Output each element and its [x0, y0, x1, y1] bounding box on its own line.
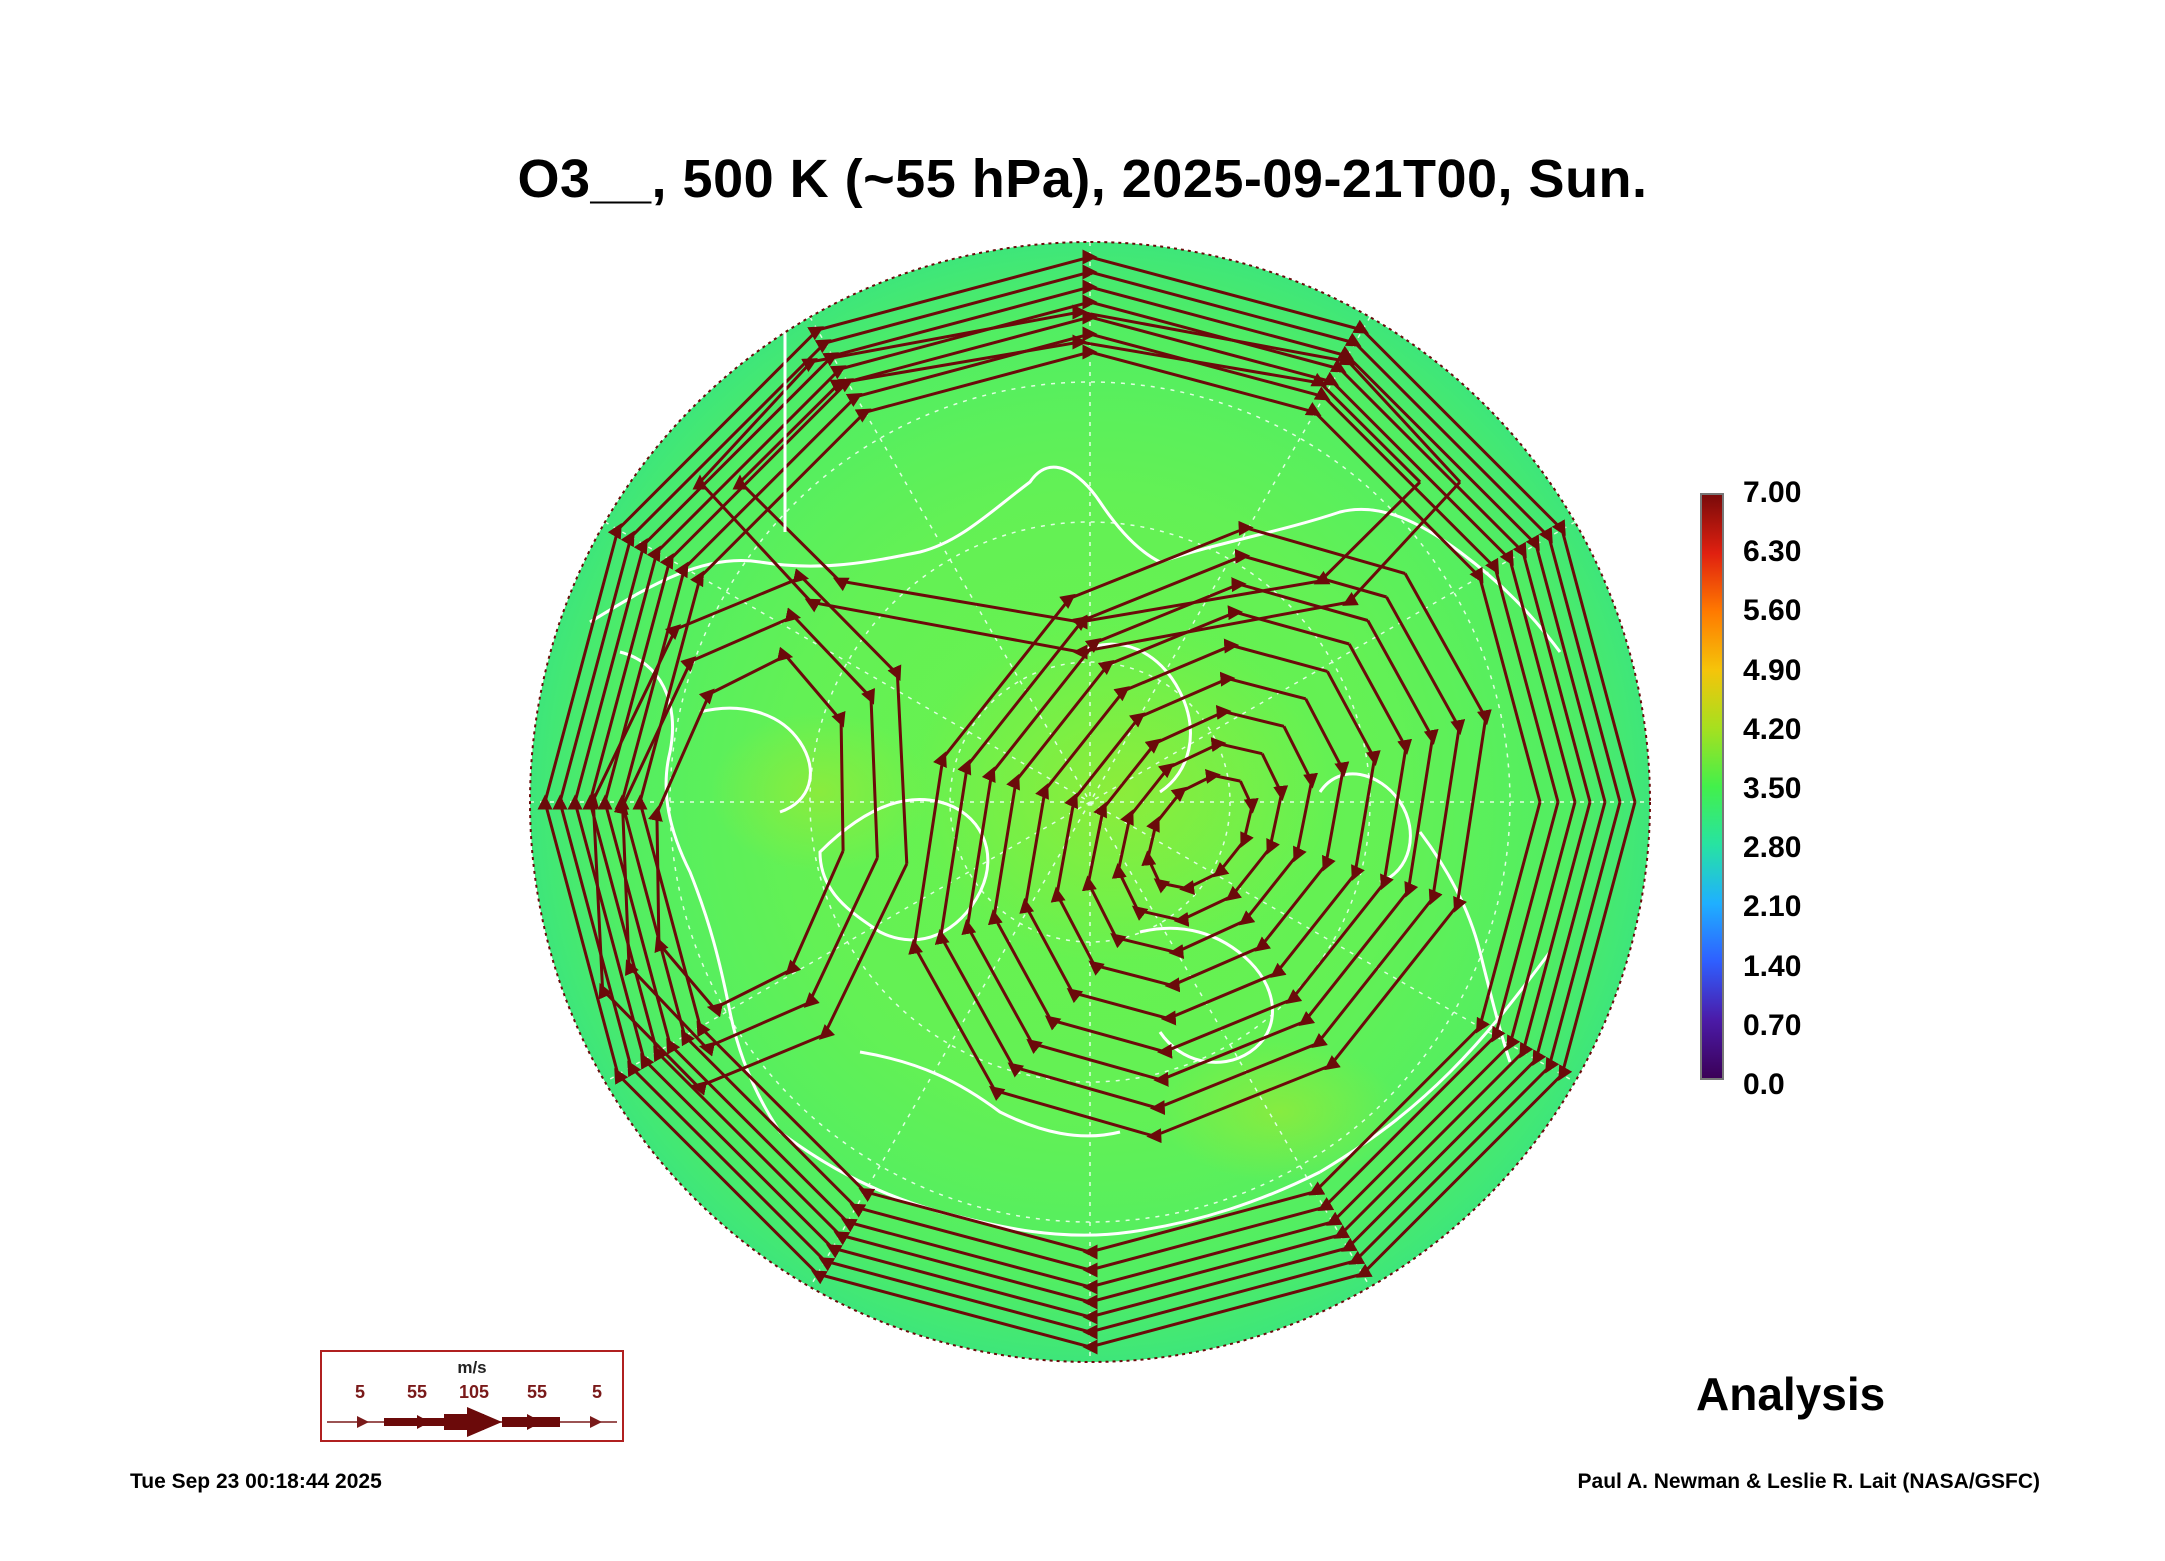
wind-legend-speed: 5 — [355, 1382, 366, 1402]
colorbar-tick-label: 2.80 — [1743, 831, 1802, 865]
wind-legend-arrow — [327, 1407, 617, 1437]
colorbar-tick-label: 2.10 — [1743, 890, 1802, 924]
generation-timestamp: Tue Sep 23 00:18:44 2025 — [130, 1470, 382, 1493]
streamline-secondary — [648, 646, 846, 1018]
wind-legend-unit: m/s — [457, 1358, 487, 1377]
analysis-label: Analysis — [1696, 1368, 1886, 1420]
colorbar-tick-label: 3.50 — [1743, 772, 1802, 805]
ozone-maximum-region-2 — [1160, 1042, 1400, 1182]
streamline-vortex — [1111, 737, 1289, 927]
colorbar-tick-label: 0.0 — [1743, 1068, 1785, 1101]
polar-map — [520, 232, 1660, 1372]
chart-title: O3__, 500 K (~55 hPa), 2025-09-21T00, Su… — [517, 149, 1648, 209]
map-border — [529, 241, 1651, 1363]
streamline-upper — [732, 334, 1422, 630]
colorbar-tick-label: 7.00 — [1743, 476, 1802, 509]
ozone-maximum-region-3 — [710, 712, 930, 872]
colorbar-tick-label: 4.20 — [1743, 712, 1802, 746]
colorbar-tick-label: 6.30 — [1743, 535, 1802, 569]
streamline-vortex — [1081, 704, 1319, 960]
wind-streamlines — [537, 249, 1637, 1355]
colorbar-tick-label: 5.60 — [1743, 594, 1802, 628]
colorbar-tick-label: 1.40 — [1743, 949, 1802, 983]
wind-speed-legend: m/s 5 55 105 55 5 — [320, 1350, 624, 1442]
colorbar-tick-label: 0.70 — [1743, 1008, 1802, 1042]
wind-legend-speed: 55 — [407, 1382, 428, 1402]
wind-legend-speed: 5 — [592, 1382, 603, 1402]
wind-legend-speed: 105 — [459, 1382, 490, 1402]
wind-legend-speed: 55 — [527, 1382, 548, 1402]
streamline-vortex — [1141, 769, 1259, 895]
colorbar-tick-label: 4.90 — [1743, 653, 1802, 687]
colorbar-gradient — [1702, 495, 1722, 1078]
colorbar — [1700, 493, 1724, 1080]
streamline-vortex — [1050, 671, 1350, 993]
ozone-maximum-region — [910, 622, 1330, 962]
credit-line: Paul A. Newman & Leslie R. Lait (NASA/GS… — [1577, 1470, 2040, 1493]
